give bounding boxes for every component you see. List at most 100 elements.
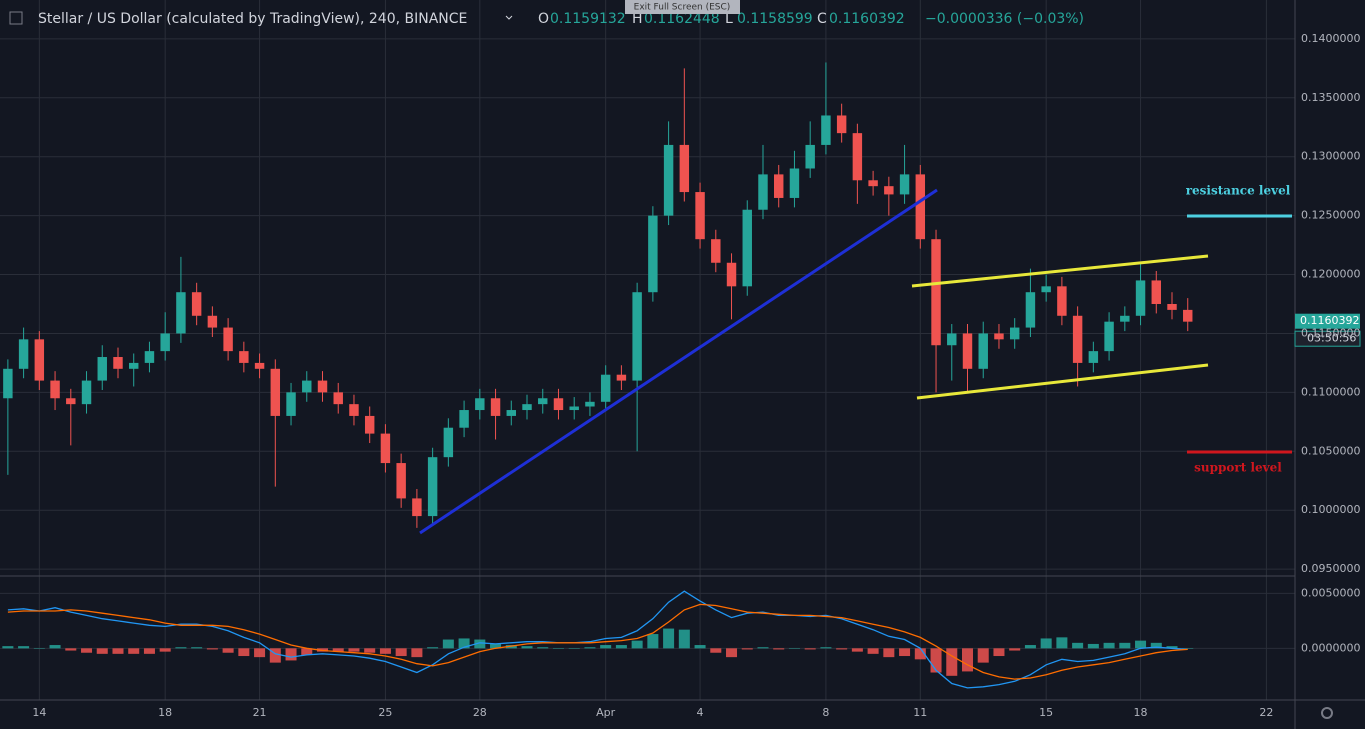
histogram-bar: [899, 648, 911, 657]
histogram-bar: [584, 647, 596, 649]
histogram-bar: [773, 648, 785, 650]
candle-body: [349, 404, 359, 416]
symbol-icon[interactable]: [9, 11, 23, 25]
exit-fullscreen-label[interactable]: Exit Full Screen (ESC): [634, 3, 731, 13]
histogram-bar: [238, 648, 250, 657]
candle-body: [302, 380, 312, 393]
candle-body: [695, 192, 705, 240]
histogram-bar: [678, 629, 690, 649]
symbol-menu[interactable]: [505, 15, 513, 20]
candle-body: [742, 209, 752, 287]
countdown: 03:50:56: [1307, 332, 1356, 345]
candle-body: [789, 168, 800, 198]
candle-body: [50, 380, 60, 399]
histogram-bar: [820, 647, 832, 649]
y-tick-label: 0.1400000: [1301, 32, 1361, 45]
histogram-bar: [2, 646, 14, 649]
candle-body: [1057, 286, 1067, 316]
candle-body: [160, 333, 170, 352]
candle-body: [475, 398, 485, 411]
candle-body: [758, 174, 768, 210]
candle-body: [1183, 309, 1193, 322]
support-label: support level: [1194, 461, 1282, 475]
candle-body: [144, 351, 155, 363]
histogram-bar: [836, 648, 848, 650]
candle-body: [1009, 327, 1020, 340]
y-tick-label: 0.0950000: [1301, 562, 1361, 575]
candle-body: [663, 144, 674, 216]
ohlc-value: 0.1162448: [644, 11, 720, 27]
candle-body: [1167, 303, 1177, 310]
exit-fullscreen[interactable]: [625, 0, 740, 14]
candle-body: [412, 498, 422, 517]
histogram-bar: [49, 645, 61, 649]
candle-body: [553, 398, 564, 411]
candle-body: [443, 427, 454, 458]
y-tick-label: 0.1050000: [1301, 444, 1361, 457]
histogram-bar: [458, 638, 470, 649]
histogram-bar: [332, 648, 344, 652]
x-tick-label: 22: [1259, 706, 1273, 719]
histogram-bar: [568, 648, 580, 649]
x-tick-label: Apr: [596, 706, 616, 719]
histogram-bar: [364, 648, 376, 653]
ohlc-value: 0.1160392: [829, 11, 905, 27]
histogram-bar: [411, 648, 423, 658]
histogram-bar: [285, 648, 297, 661]
histogram-bar: [631, 640, 643, 649]
candle-body: [522, 404, 532, 411]
ohlc-label: H: [632, 11, 643, 27]
candle-body: [427, 457, 438, 517]
y-tick-label: 0.1200000: [1301, 268, 1361, 281]
histogram-bar: [254, 648, 266, 658]
ohlc-header: O 0.1159132 H 0.1162448 L 0.1158599 C 0.1160392: [538, 11, 905, 27]
histogram-bar: [1119, 642, 1131, 649]
x-tick-label: 25: [378, 706, 392, 719]
histogram-bar: [977, 648, 989, 663]
x-tick-label: 14: [32, 706, 46, 719]
candle-body: [176, 292, 186, 334]
candle-body: [239, 351, 249, 363]
histogram-bar: [128, 648, 140, 654]
histogram-bar: [1024, 645, 1036, 649]
candle-body: [1025, 292, 1036, 328]
candle-body: [616, 374, 627, 381]
histogram-bar: [851, 648, 863, 652]
y-tick-label: 0.1150000: [1301, 326, 1361, 339]
candle-body: [506, 410, 516, 416]
candle-body: [805, 144, 815, 169]
y-tick-label: 0.1000000: [1301, 503, 1361, 516]
histogram-bar: [1182, 648, 1194, 649]
countdown-box: [1294, 330, 1361, 347]
candle-body: [962, 333, 973, 369]
histogram-bar: [537, 647, 549, 649]
candle-body: [317, 380, 328, 393]
histogram-bar: [269, 648, 281, 663]
histogram-bar: [175, 647, 187, 649]
candle-body: [774, 174, 784, 198]
y-tick-label: 0.1250000: [1301, 209, 1361, 222]
histogram-bar: [757, 647, 769, 649]
histogram-bar: [647, 634, 659, 649]
histogram-bar: [726, 648, 738, 658]
histogram-bar: [159, 648, 171, 652]
histogram-bar: [741, 648, 753, 650]
histogram-bar: [81, 648, 93, 653]
candle-body: [191, 292, 202, 316]
candle-body: [3, 368, 13, 399]
candle-body: [223, 327, 233, 352]
settings-icon[interactable]: [1321, 707, 1333, 719]
histogram-bar: [490, 643, 502, 649]
candle-body: [915, 174, 926, 240]
marks: [2, 62, 1194, 689]
candle-body: [836, 115, 847, 134]
candle-body: [821, 115, 831, 145]
candle-body: [600, 374, 611, 402]
candle-body: [884, 186, 894, 195]
y-tick-label: 0.1300000: [1301, 150, 1361, 163]
candle-body: [868, 180, 878, 187]
histogram-bar: [930, 648, 942, 673]
histogram-bar: [1087, 643, 1099, 649]
